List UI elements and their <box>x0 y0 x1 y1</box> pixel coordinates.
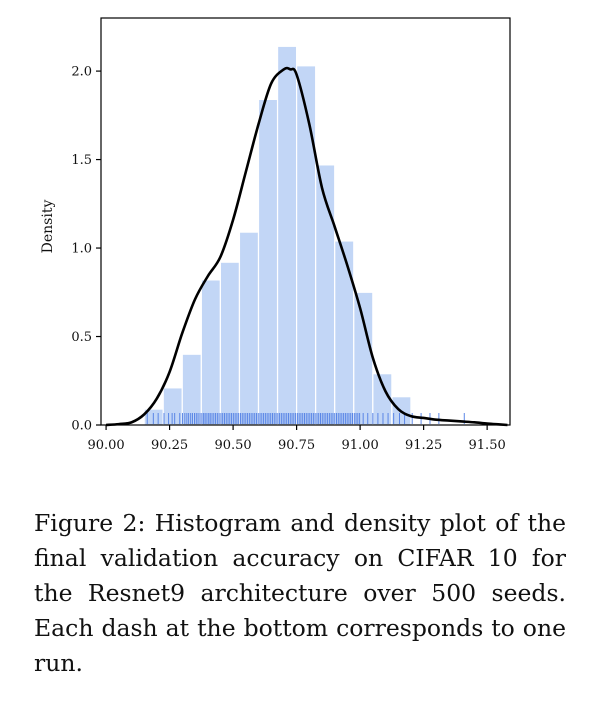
histogram-bar <box>353 291 374 426</box>
histogram-bar <box>296 65 317 426</box>
histogram-bar <box>200 279 221 426</box>
histogram-bar <box>238 231 260 426</box>
figure-caption: Figure 2: Histogram and density plot of … <box>34 509 566 677</box>
histogram-bar <box>315 164 336 426</box>
x-tick-label: 90.25 <box>151 438 188 453</box>
histogram-bar <box>257 98 279 426</box>
density-histogram-chart: 0.0 0.5 1.0 1.5 2.0 90.00 90.25 90.50 90.75 91.0… <box>40 17 511 453</box>
x-tick-label: 90.50 <box>214 438 251 453</box>
x-tick-label: 90.75 <box>278 438 315 453</box>
x-tick-label: 91.50 <box>469 438 506 453</box>
y-axis-label: Density <box>40 200 56 254</box>
rug-marks <box>146 413 465 424</box>
x-tick-label: 91.00 <box>342 438 379 453</box>
y-tick-label: 1.5 <box>71 153 92 168</box>
histogram-bar <box>276 45 298 426</box>
histogram-bars <box>143 45 412 426</box>
histogram-bar <box>219 261 241 426</box>
kde-curve <box>105 66 508 427</box>
y-axis-ticks: 0.0 0.5 1.0 1.5 2.0 <box>71 65 101 434</box>
y-tick-label: 2.0 <box>71 65 92 80</box>
y-tick-label: 0.5 <box>71 330 92 345</box>
figure-chart: 0.0 0.5 1.0 1.5 2.0 90.00 90.25 90.50 90.75 91.0… <box>40 17 511 453</box>
y-tick-label: 1.0 <box>71 242 92 257</box>
plot-frame <box>100 17 511 426</box>
x-axis-ticks: 90.00 90.25 90.50 90.75 91.00 91.25 91.50 <box>87 425 506 453</box>
x-tick-label: 91.25 <box>405 438 442 453</box>
histogram-bar <box>334 240 355 426</box>
x-tick-label: 90.00 <box>87 438 124 453</box>
y-tick-label: 0.0 <box>71 419 92 434</box>
